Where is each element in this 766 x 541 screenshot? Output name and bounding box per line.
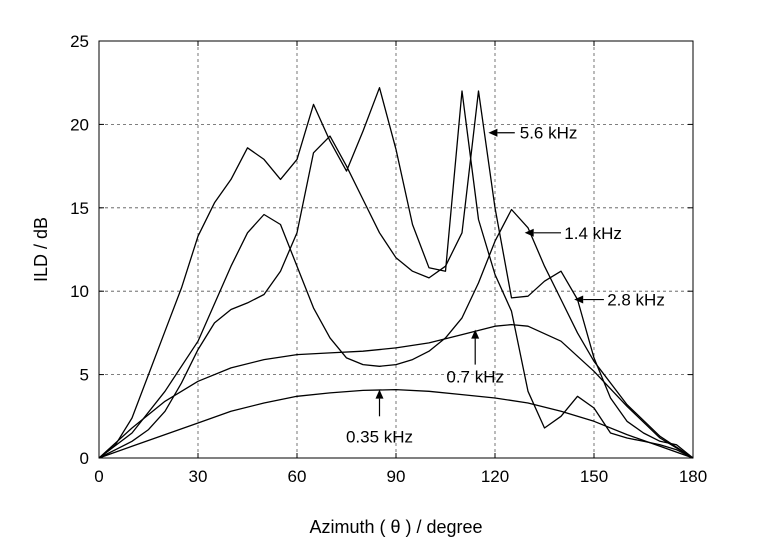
x-tick-label: 120 (481, 467, 509, 486)
y-axis-title: ILD / dB (31, 217, 51, 282)
series-lines (98, 87, 694, 459)
y-tick-label: 5 (80, 366, 89, 385)
y-tick-label: 20 (70, 115, 89, 134)
annotation-arrow-head (375, 389, 384, 399)
grid (99, 41, 693, 458)
series-line-0-35-khz (98, 388, 694, 459)
y-tick-label: 15 (70, 199, 89, 218)
x-tick-label: 60 (288, 467, 307, 486)
annotation-label: 0.35 kHz (346, 427, 413, 446)
x-tick-label: 30 (189, 467, 208, 486)
annotation-arrow-head (574, 295, 584, 304)
series-line-0-7-khz (98, 323, 694, 459)
annotation-label: 2.8 kHz (607, 291, 665, 310)
x-tick-label: 90 (387, 467, 406, 486)
x-tick-label: 180 (679, 467, 707, 486)
y-tick-label: 0 (80, 449, 89, 468)
x-tick-label: 150 (580, 467, 608, 486)
annotation-label: 1.4 kHz (564, 224, 622, 243)
series-line-5-6-khz (98, 87, 694, 459)
series-line-1-4-khz (98, 208, 694, 459)
y-tick-label: 25 (70, 32, 89, 51)
x-axis-title: Azimuth ( θ ) / degree (309, 517, 482, 537)
annotation-label: 5.6 kHz (520, 124, 578, 143)
annotation-label: 0.7 kHz (446, 367, 504, 386)
annotations: 5.6 kHz 1.4 kHz 2.8 kHz 0.7 kHz 0.35 kHz (346, 124, 665, 447)
axis-ticks: 0 30 60 90 120 150 180 0 5 10 15 20 25 (70, 32, 707, 486)
annotation-arrow-head (488, 128, 498, 137)
x-tick-label: 0 (94, 467, 103, 486)
series-line-2-8-khz (98, 90, 694, 459)
annotation-arrow-head (471, 329, 480, 339)
y-tick-label: 10 (70, 282, 89, 301)
annotation-arrow-head (524, 228, 534, 237)
